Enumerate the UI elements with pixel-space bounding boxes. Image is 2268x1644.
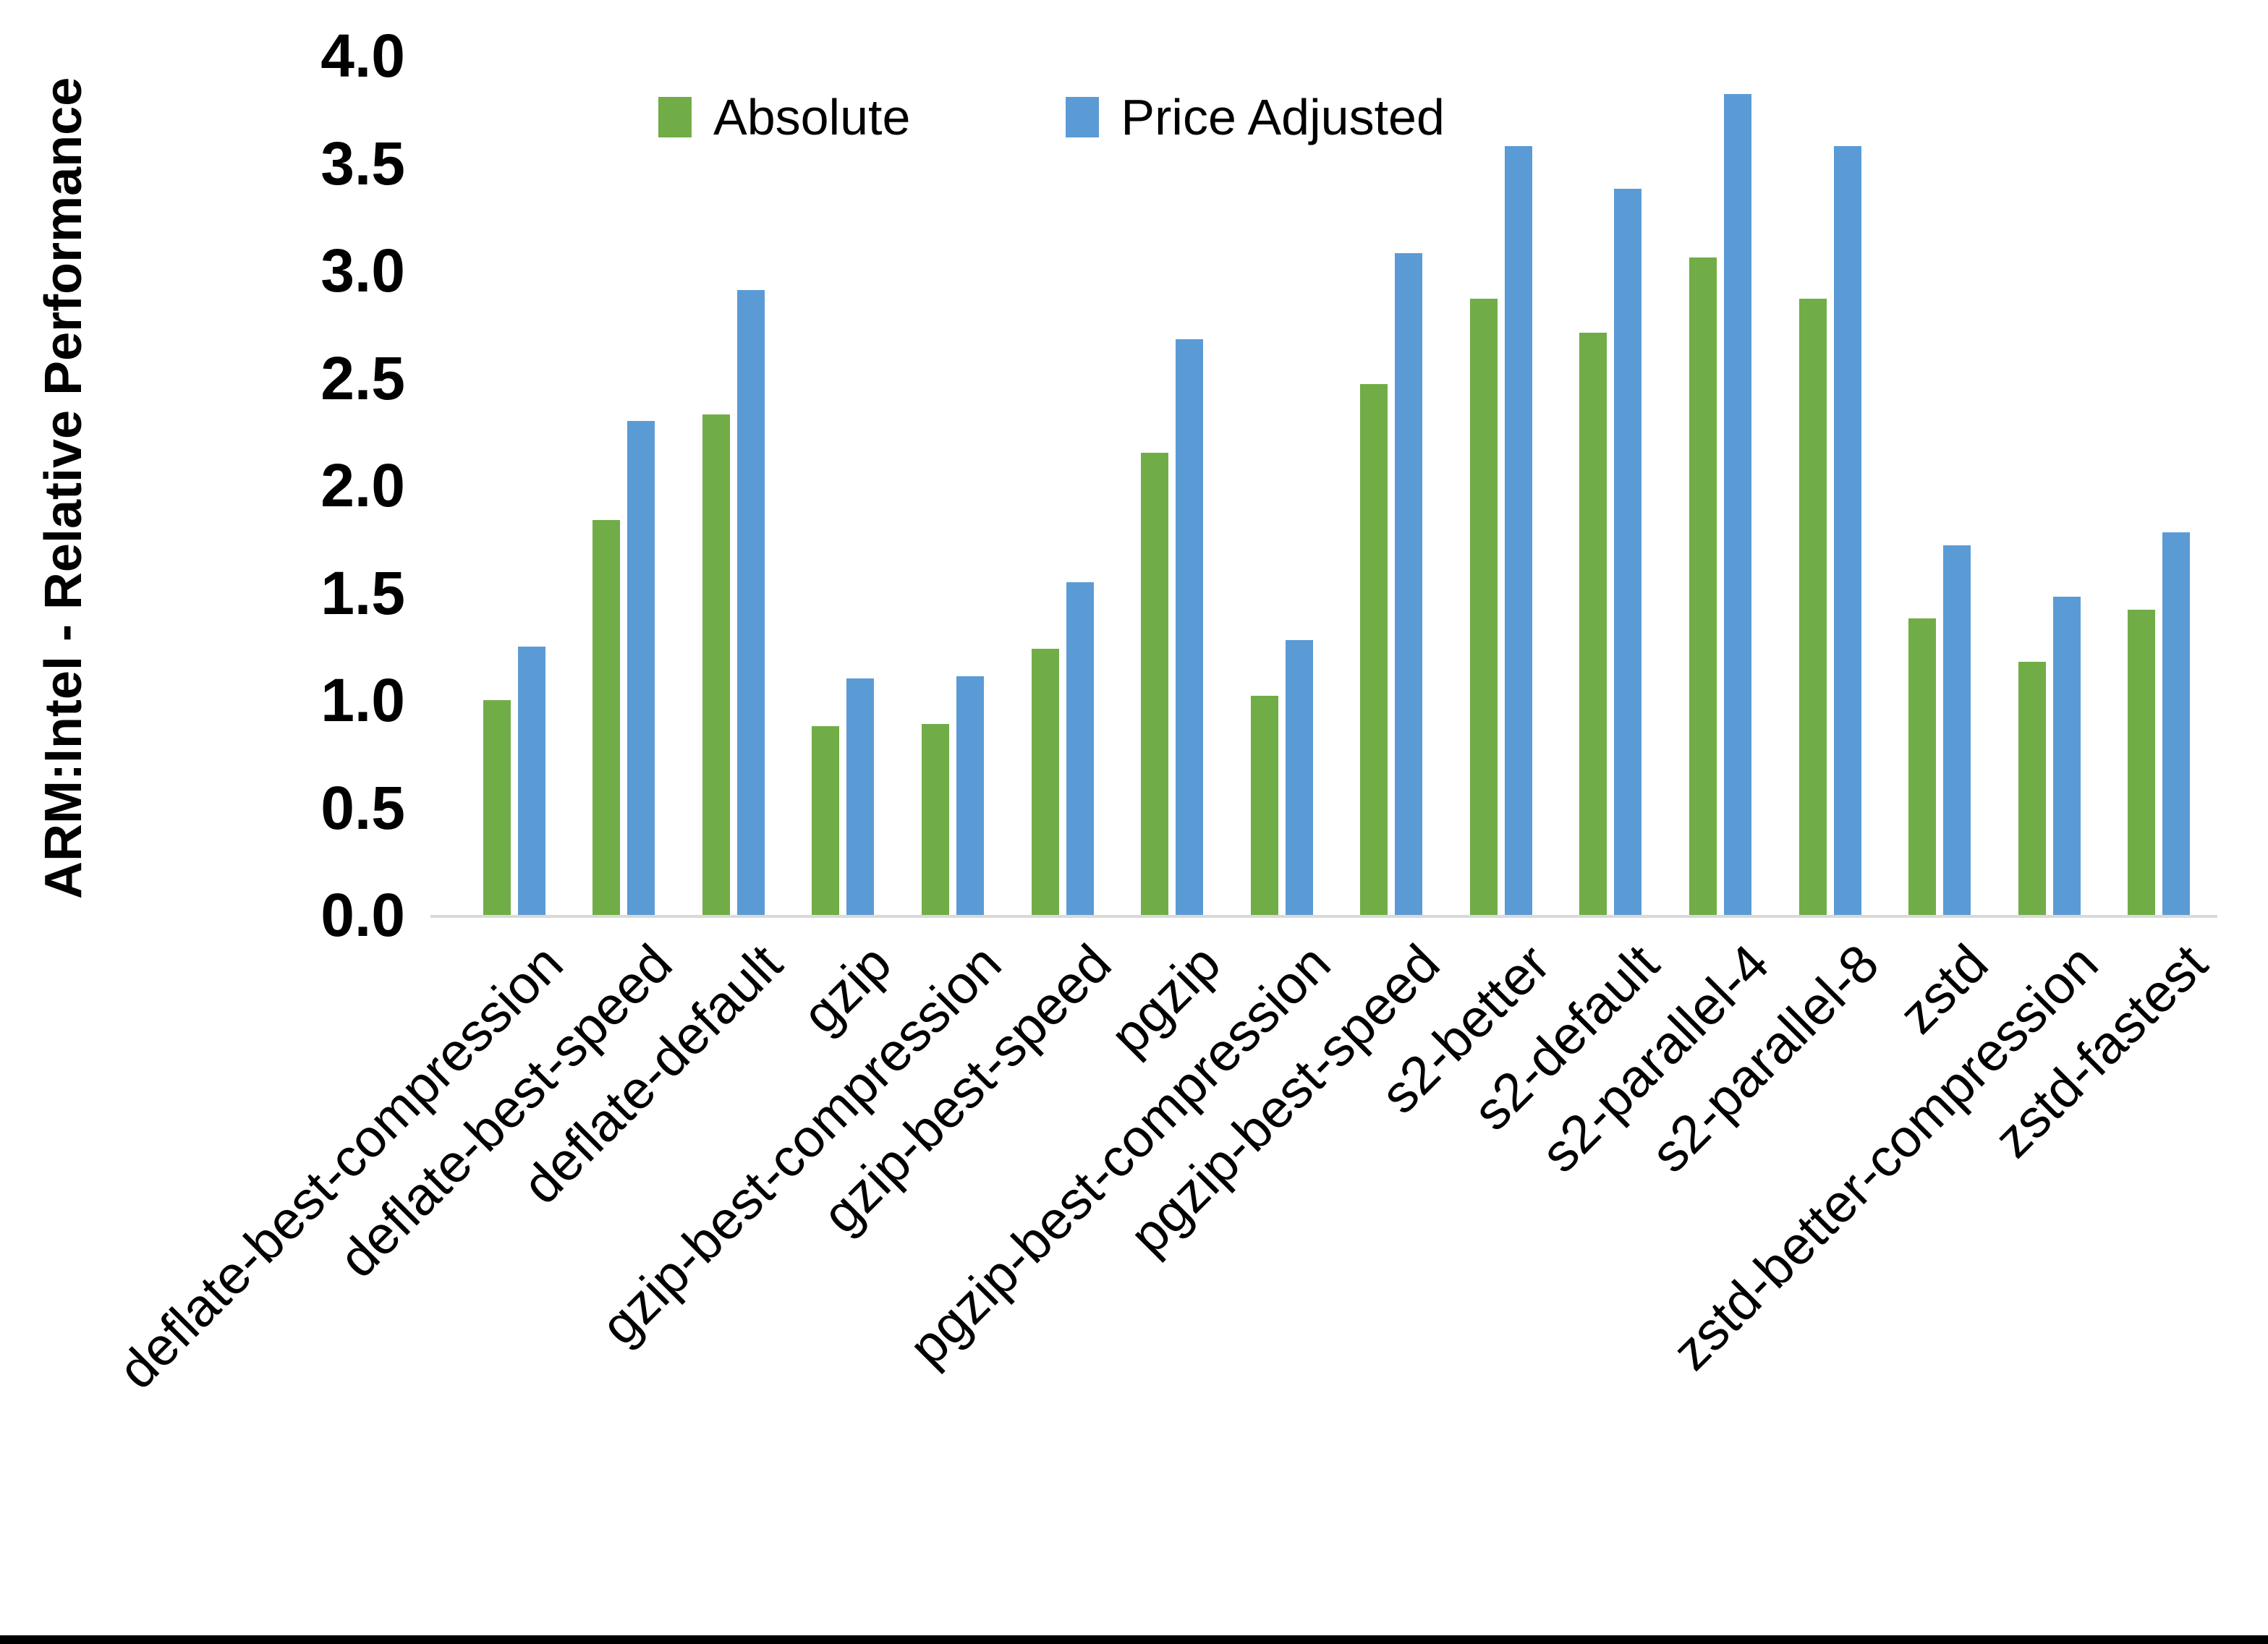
bar-absolute-pgzip xyxy=(1141,453,1169,915)
category-group-deflate-best-compression xyxy=(459,56,569,915)
bar-absolute-deflate-best-speed xyxy=(593,519,621,915)
y-tick-label-3.0: 3.0 xyxy=(320,237,405,304)
bar-absolute-deflate-best-compression xyxy=(483,700,511,915)
legend-label-absolute: Absolute xyxy=(713,89,911,145)
y-tick-label-2.5: 2.5 xyxy=(320,344,405,412)
bar-absolute-gzip xyxy=(812,725,840,915)
y-tick-label-0.5: 0.5 xyxy=(320,773,405,842)
bar-price-adjusted-s2-parallel-8 xyxy=(1833,145,1861,915)
bar-absolute-gzip-best-compression xyxy=(922,723,950,915)
bar-absolute-deflate-default xyxy=(702,414,730,915)
bar-absolute-s2-parallel-4 xyxy=(1689,257,1717,915)
category-group-s2-better xyxy=(1446,56,1556,915)
legend-item-absolute: Absolute xyxy=(658,88,910,146)
bar-series-container xyxy=(459,56,2214,915)
bar-price-adjusted-s2-better xyxy=(1504,145,1532,915)
bar-price-adjusted-zstd-better-compression xyxy=(2052,597,2081,915)
y-tick-label-0.0: 0.0 xyxy=(320,881,405,949)
y-axis-tick-labels: 0.0 0.5 1.0 1.5 2.0 2.5 3.0 3.5 4.0 xyxy=(0,25,405,945)
category-group-deflate-best-speed xyxy=(569,56,679,915)
category-group-s2-parallel-4 xyxy=(1665,56,1775,915)
y-tick-label-4.0: 4.0 xyxy=(320,22,405,90)
bar-price-adjusted-deflate-default xyxy=(736,289,765,915)
bar-price-adjusted-s2-parallel-4 xyxy=(1723,94,1751,915)
bar-price-adjusted-pgzip-best-speed xyxy=(1395,253,1423,915)
bar-absolute-s2-parallel-8 xyxy=(1798,298,1827,915)
category-group-gzip xyxy=(789,56,899,915)
y-tick-label-1.5: 1.5 xyxy=(320,558,405,627)
bar-absolute-gzip-best-speed xyxy=(1031,648,1059,915)
bar-absolute-zstd-better-compression xyxy=(2018,661,2046,915)
y-tick-label-1.0: 1.0 xyxy=(320,666,405,734)
category-group-gzip-best-compression xyxy=(898,56,1008,915)
category-group-s2-parallel-8 xyxy=(1775,56,1885,915)
legend-swatch-absolute xyxy=(658,97,692,137)
x-axis-labels: deflate-best-compression deflate-best-spe… xyxy=(106,933,2219,1513)
category-group-zstd xyxy=(1885,56,1995,915)
category-group-pgzip-best-speed xyxy=(1337,56,1447,915)
category-group-zstd-fastest xyxy=(2104,56,2214,915)
bottom-border-bar xyxy=(0,1635,2268,1644)
bar-price-adjusted-pgzip-best-compression xyxy=(1285,639,1313,915)
bar-price-adjusted-zstd-fastest xyxy=(2162,532,2191,915)
legend-label-price-adjusted: Price Adjusted xyxy=(1121,89,1445,145)
bar-absolute-pgzip-best-compression xyxy=(1250,696,1278,915)
plot-area xyxy=(430,56,2217,918)
legend-item-price-adjusted: Price Adjusted xyxy=(1066,88,1445,146)
bar-price-adjusted-gzip xyxy=(846,678,875,915)
bar-absolute-pgzip-best-speed xyxy=(1360,384,1388,915)
category-group-gzip-best-speed xyxy=(1008,56,1118,915)
category-group-deflate-default xyxy=(679,56,789,915)
bar-absolute-zstd-fastest xyxy=(2128,610,2156,915)
bar-price-adjusted-gzip-best-speed xyxy=(1066,582,1094,915)
legend: Absolute Price Adjusted xyxy=(658,88,1445,146)
bar-price-adjusted-deflate-best-speed xyxy=(627,420,655,915)
x-axis-label-deflate-best-compression: deflate-best-compression xyxy=(106,932,574,1401)
y-tick-label-3.5: 3.5 xyxy=(320,129,405,197)
x-axis-line xyxy=(430,915,2217,918)
bar-absolute-s2-default xyxy=(1579,333,1607,915)
category-group-pgzip xyxy=(1117,56,1227,915)
category-group-zstd-better-compression xyxy=(1995,56,2105,915)
bar-price-adjusted-deflate-best-compression xyxy=(517,646,545,915)
bar-price-adjusted-gzip-best-compression xyxy=(956,676,985,915)
bar-price-adjusted-pgzip xyxy=(1176,339,1204,915)
bar-price-adjusted-s2-default xyxy=(1614,189,1642,915)
y-tick-label-2.0: 2.0 xyxy=(320,451,405,519)
bar-price-adjusted-zstd xyxy=(1943,545,1971,915)
category-group-s2-default xyxy=(1556,56,1666,915)
legend-swatch-price-adjusted xyxy=(1066,97,1100,137)
category-group-pgzip-best-compression xyxy=(1227,56,1337,915)
bar-absolute-s2-better xyxy=(1469,298,1498,915)
bar-absolute-zstd xyxy=(1908,618,1937,915)
